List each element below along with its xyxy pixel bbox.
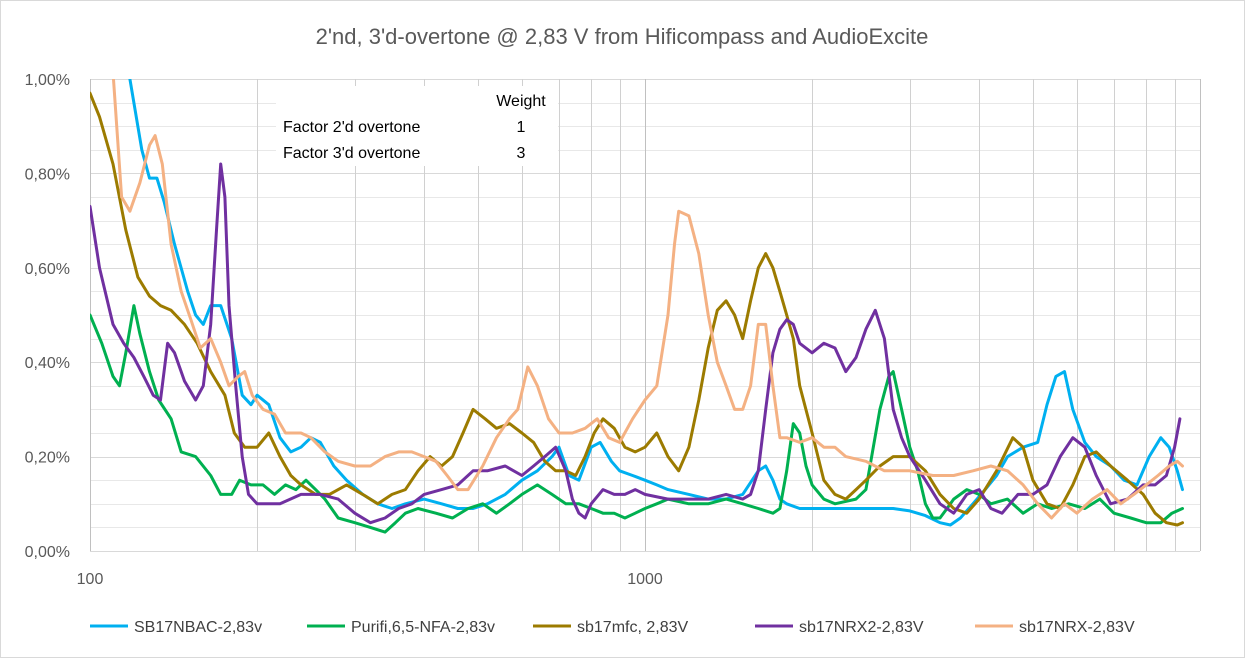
series-line (111, 79, 1184, 520)
y-tick-label: 1,00% (25, 72, 70, 89)
series-line (90, 304, 1184, 534)
y-tick-label: 0,80% (25, 166, 70, 183)
gridlines (90, 79, 1201, 552)
y-tick-label: 0,20% (25, 450, 70, 467)
y-tick-label: 0,60% (25, 261, 70, 278)
x-tick-label: 1000 (627, 571, 663, 588)
annotation-row-value: 1 (517, 119, 526, 136)
series-line (128, 79, 1184, 527)
annotation-row-value: 3 (517, 145, 526, 162)
annotation-header: Weight (496, 93, 546, 110)
legend-label: Purifi,6,5-NFA-2,83v (351, 619, 495, 636)
series-lines (90, 79, 1184, 534)
legend-label: sb17mfc, 2,83V (577, 619, 689, 636)
weight-annotation: Weight Factor 2'd overtone 1 Factor 3'd … (276, 86, 558, 166)
annotation-row-label: Factor 2'd overtone (283, 119, 420, 136)
chart-title: 2'nd, 3'd-overtone @ 2,83 V from Hificom… (316, 24, 929, 49)
legend: SB17NBAC-2,83v Purifi,6,5-NFA-2,83v sb17mf… (90, 619, 1135, 636)
annotation-background (276, 86, 558, 166)
x-tick-label: 100 (77, 571, 104, 588)
y-tick-label: 0,00% (25, 544, 70, 561)
series-line (90, 162, 1182, 525)
legend-label: sb17NRX-2,83V (1019, 619, 1135, 636)
annotation-row-label: Factor 3'd overtone (283, 145, 420, 162)
series-line (90, 91, 1184, 527)
legend-label: SB17NBAC-2,83v (134, 619, 262, 636)
x-tick-labels: 100 1000 (77, 571, 663, 588)
y-tick-label: 0,40% (25, 355, 70, 372)
y-tick-labels: 0,00% 0,20% 0,40% 0,60% 0,80% 1,00% (25, 72, 70, 561)
legend-label: sb17NRX2-2,83V (799, 619, 924, 636)
